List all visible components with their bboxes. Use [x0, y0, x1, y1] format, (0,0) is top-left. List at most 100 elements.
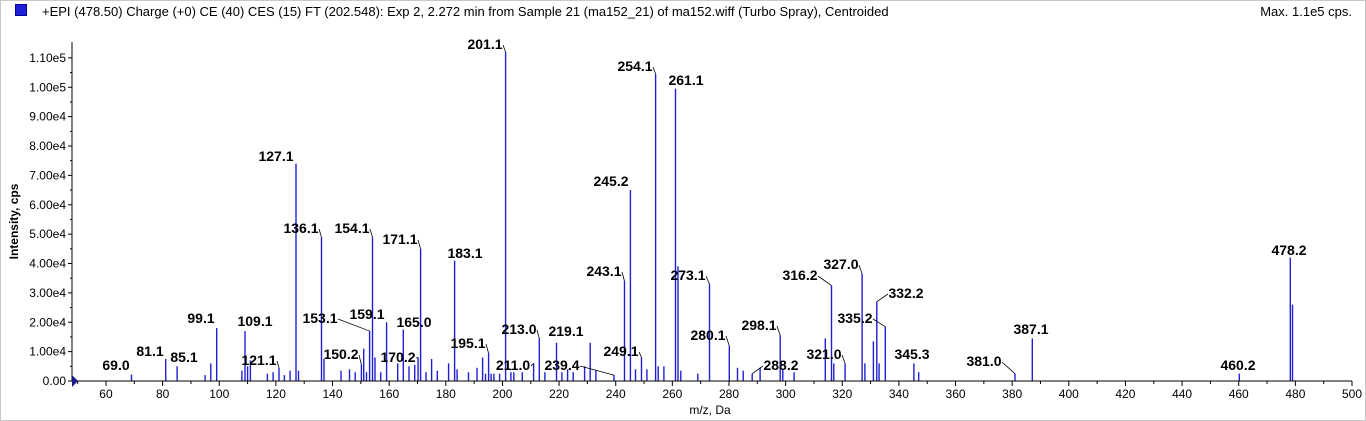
peak-label-leader	[858, 264, 863, 274]
peak-label: 121.1	[241, 352, 276, 368]
peak-label-leader	[652, 66, 657, 75]
peak-label-leader	[318, 228, 322, 238]
peaks-layer	[130, 52, 1294, 381]
peak-label-leader	[358, 354, 362, 365]
peak-label-leader	[369, 228, 373, 238]
x-tick-label: 480	[1285, 387, 1305, 401]
peak-label: 321.0	[806, 346, 841, 362]
x-tick-label: 60	[99, 387, 113, 401]
x-tick-label: 320	[832, 387, 852, 401]
y-tick-label: 6.00e4	[29, 198, 66, 212]
peak-label-leader	[579, 365, 615, 376]
peak-label: 245.2	[593, 173, 628, 189]
peak-label: 249.1	[603, 343, 638, 359]
peak-label-leader	[1001, 361, 1016, 374]
peak-label: 127.1	[258, 148, 293, 164]
x-tick-label: 380	[1002, 387, 1022, 401]
peak-label-leader	[725, 335, 730, 346]
y-tick-label: 4.00e4	[29, 257, 66, 271]
peak-label: 213.0	[501, 321, 536, 337]
x-tick-label: 400	[1059, 387, 1079, 401]
peak-label: 381.0	[966, 353, 1001, 369]
chart-title: +EPI (478.50) Charge (+0) CE (40) CES (1…	[42, 4, 889, 19]
x-tick-label: 160	[379, 387, 399, 401]
peak-label: 219.1	[548, 323, 583, 339]
axes-layer: 0.00 1.00e4 2.00e4 3.00e4 4.00e4 5.00e4 6.00e4…	[29, 42, 1362, 401]
peak-label: 273.1	[670, 267, 705, 283]
peak-label: 85.1	[170, 349, 197, 365]
peak-label-leader	[817, 275, 832, 286]
y-tick-label: 3.00e4	[29, 286, 66, 300]
y-tick-label: 0.00	[43, 374, 67, 388]
y-tick-label: 5.00e4	[29, 227, 66, 241]
peak-labels-layer: 69.0 81.1 85.1 99.1 109.1 121.1 127.1 136.1 153.…	[102, 36, 1307, 376]
peak-label: 109.1	[237, 313, 272, 329]
y-tick-label: 1.00e5	[29, 80, 66, 94]
x-axis-label: m/z, Da	[689, 403, 731, 417]
chart-header: +EPI (478.50) Charge (+0) CE (40) CES (1…	[0, 0, 1366, 24]
peak-label-leader	[485, 343, 489, 354]
peak-label-leader	[776, 325, 781, 336]
peak-label-leader	[751, 365, 764, 374]
peak-label: 332.2	[888, 285, 923, 301]
x-tick-label: 420	[1115, 387, 1135, 401]
y-tick-label: 7.00e4	[29, 168, 66, 182]
peak-label-leader	[872, 318, 886, 327]
peak-label: 298.1	[741, 317, 776, 333]
peak-label: 254.1	[617, 58, 652, 74]
x-tick-label: 240	[606, 387, 626, 401]
x-tick-label: 140	[323, 387, 343, 401]
peak-label: 165.0	[396, 314, 431, 330]
peak-label: 327.0	[823, 256, 858, 272]
peak-label: 288.2	[763, 357, 798, 373]
x-tick-label: 200	[492, 387, 512, 401]
y-tick-label: 1.00e4	[29, 345, 66, 359]
x-tick-label: 120	[266, 387, 286, 401]
origin-marker-icon	[72, 375, 78, 387]
peak-label: 69.0	[102, 357, 129, 373]
peak-label-leader	[621, 271, 625, 282]
peak-label: 154.1	[334, 220, 369, 236]
series-swatch-icon[interactable]	[15, 4, 27, 16]
x-tick-label: 280	[719, 387, 739, 401]
peak-label: 183.1	[447, 245, 482, 261]
peak-label: 159.1	[349, 306, 384, 322]
y-tick-label: 1.10e5	[29, 51, 66, 65]
peak-label: 243.1	[586, 263, 621, 279]
x-tick-label: 300	[776, 387, 796, 401]
max-intensity-label: Max. 1.1e5 cps.	[1260, 4, 1352, 19]
peak-label: 280.1	[690, 327, 725, 343]
peak-label: 316.2	[782, 267, 817, 283]
peak-label: 171.1	[382, 231, 417, 247]
peak-label: 387.1	[1013, 321, 1048, 337]
peak-label-leader	[337, 318, 370, 332]
peak-label: 170.2	[380, 349, 415, 365]
peak-label: 478.2	[1271, 242, 1306, 258]
peak-label-leader	[638, 351, 642, 358]
peak-label-leader	[415, 357, 419, 359]
peak-label: 153.1	[302, 310, 337, 326]
y-tick-label: 9.00e4	[29, 110, 66, 124]
peak-label-leader	[276, 360, 280, 368]
x-tick-label: 180	[436, 387, 456, 401]
y-tick-label: 2.00e4	[29, 315, 66, 329]
x-tick-label: 100	[209, 387, 229, 401]
x-tick-label: 360	[946, 387, 966, 401]
peak-label-leader	[536, 329, 540, 339]
x-tick-label: 500	[1342, 387, 1362, 401]
peak-label-leader	[530, 363, 534, 367]
peak-label: 201.1	[467, 36, 502, 52]
x-tick-label: 260	[662, 387, 682, 401]
peak-label: 460.2	[1220, 357, 1255, 373]
peak-label: 150.2	[323, 346, 358, 362]
peak-label-leader	[417, 239, 421, 249]
x-tick-label: 340	[889, 387, 909, 401]
peak-label: 211.0	[496, 357, 530, 373]
x-tick-label: 220	[549, 387, 569, 401]
peak-label: 345.3	[894, 346, 929, 362]
peak-label-leader	[841, 354, 846, 364]
peak-label-leader	[705, 275, 710, 285]
y-axis-label: Intensity, cps	[7, 183, 21, 259]
peak-label-leader	[502, 44, 506, 53]
